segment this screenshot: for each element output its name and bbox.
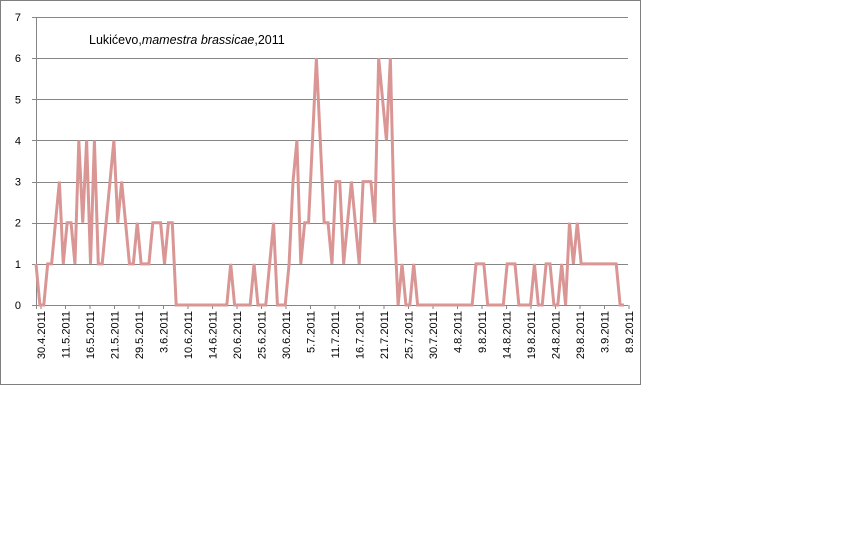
y-tick-label-0: 0 [15, 300, 21, 312]
series-group [34, 57, 624, 307]
y-tick-label-3: 3 [15, 177, 21, 189]
x-tick-label-17: 4.8.2011 [453, 311, 465, 353]
x-tick-label-6: 10.6.2011 [183, 311, 195, 359]
x-tick-label-12: 11.7.2011 [330, 311, 342, 358]
x-tick-label-3: 21.5.2011 [110, 311, 122, 359]
x-tick-label-10: 30.6.2011 [281, 311, 293, 359]
y-tick-label-6: 6 [15, 53, 21, 65]
x-tick-label-11: 5.7.2011 [306, 311, 318, 353]
y-axis-tick-labels: 0 1 2 3 4 5 6 7 [15, 12, 21, 312]
chart-title-part-0: Lukićevo, [89, 33, 142, 47]
chart-title-part-2: ,2011 [254, 33, 284, 47]
x-tick-label-8: 20.6.2011 [232, 311, 244, 359]
x-tick-label-16: 30.7.2011 [428, 311, 440, 359]
y-tick-label-2: 2 [15, 218, 21, 230]
x-tick-label-1: 11.5.2011 [61, 311, 73, 358]
x-axis-tick-labels: 30.4.2011 11.5.2011 16.5.2011 21.5.2011 29.5… [36, 311, 636, 359]
x-tick-label-9: 25.6.2011 [257, 311, 269, 359]
x-tick-label-13: 16.7.2011 [355, 311, 367, 359]
y-tick-label-4: 4 [15, 135, 21, 147]
chart-title-part-1: mamestra brassicae [142, 33, 255, 47]
x-tick-label-4: 29.5.2011 [134, 311, 146, 359]
chart-title: Lukićevo,mamestra brassicae,2011 [89, 33, 285, 47]
x-tick-label-18: 9.8.2011 [477, 311, 489, 353]
series-line-0 [34, 57, 624, 307]
chart-area: 0 1 2 3 4 5 6 7 30.4.2011 11.5.2011 16.5.2011 21.5… [0, 0, 641, 385]
y-tick-label-5: 5 [15, 94, 21, 106]
y-tick-label-1: 1 [15, 259, 21, 271]
x-tick-label-0: 30.4.2011 [36, 311, 48, 359]
x-tick-label-21: 24.8.2011 [551, 311, 563, 359]
x-tick-label-24: 8.9.2011 [624, 311, 636, 353]
x-tick-label-2: 16.5.2011 [85, 311, 97, 359]
x-tick-label-20: 19.8.2011 [526, 311, 538, 359]
x-tick-label-22: 29.8.2011 [575, 311, 587, 359]
x-tick-label-5: 3.6.2011 [159, 311, 171, 353]
line-chart: 0 1 2 3 4 5 6 7 30.4.2011 11.5.2011 16.5.2011 21.5… [15, 12, 636, 359]
x-tick-label-23: 3.9.2011 [600, 311, 612, 353]
x-tick-label-19: 14.8.2011 [502, 311, 514, 359]
y-tick-label-7: 7 [15, 12, 21, 24]
x-tick-label-15: 25.7.2011 [404, 311, 416, 359]
gridlines [36, 17, 628, 265]
x-tick-label-7: 14.6.2011 [208, 311, 220, 359]
x-tick-label-14: 21.7.2011 [379, 311, 391, 359]
